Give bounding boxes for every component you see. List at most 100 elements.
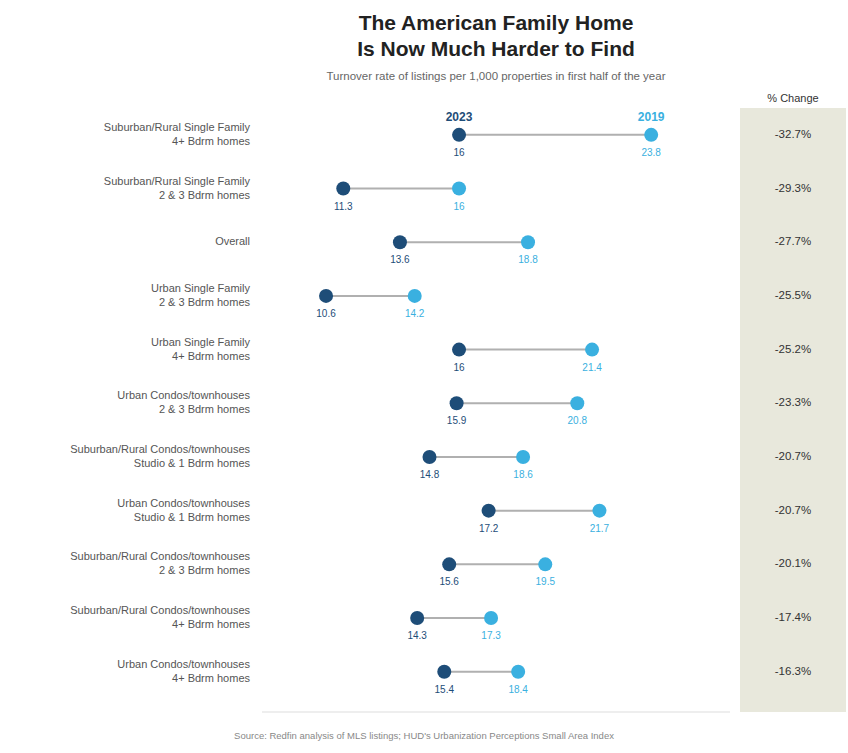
dot xyxy=(437,665,451,679)
data-label: 16 xyxy=(453,201,465,212)
dot xyxy=(442,557,456,571)
data-label: 14.2 xyxy=(405,308,425,319)
category-label: Suburban/Rural Single Family4+ Bdrm home… xyxy=(104,121,251,147)
subtitle: Turnover rate of listings per 1,000 prop… xyxy=(327,70,666,82)
title-line: Is Now Much Harder to Find xyxy=(357,37,635,60)
dot xyxy=(521,235,535,249)
text-line: Suburban/Rural Condos/townhouses xyxy=(70,443,250,455)
dot xyxy=(410,611,424,625)
chart: The American Family Home Is Now Much Hard… xyxy=(0,0,848,753)
dot xyxy=(482,504,496,518)
connector xyxy=(429,456,523,458)
text-line: Suburban/Rural Condos/townhouses xyxy=(70,604,250,616)
text-line: Suburban/Rural Single Family xyxy=(104,121,251,133)
category-label: Suburban/Rural Condos/townhouses 2 & 3 Bd… xyxy=(70,550,250,576)
category-label: Urban Condos/townhouses Studio & 1 Bdrm h… xyxy=(117,497,250,523)
text-line: 4+ Bdrm homes xyxy=(172,618,250,630)
data-label: 18.6 xyxy=(513,469,533,480)
text-line: 2 & 3 Bdrm homes xyxy=(159,403,251,415)
data-label: 23.8 xyxy=(641,147,661,158)
connector xyxy=(489,510,600,512)
text-line: Studio & 1 Bdrm homes xyxy=(134,511,251,523)
dot xyxy=(538,557,552,571)
marks xyxy=(319,128,658,679)
dot xyxy=(511,665,525,679)
connector xyxy=(326,295,415,297)
data-label: 15.9 xyxy=(447,415,467,426)
text-line: Suburban/Rural Condos/townhouses xyxy=(70,550,250,562)
text-line: 2 & 3 Bdrm homes xyxy=(159,296,251,308)
text-line: Urban Condos/townhouses xyxy=(117,497,250,509)
data-label: 14.8 xyxy=(420,469,440,480)
data-label: 16 xyxy=(453,147,465,158)
change-label: -20.7% xyxy=(775,504,811,516)
dot xyxy=(393,235,407,249)
data-label: 20.8 xyxy=(568,415,588,426)
dot xyxy=(570,396,584,410)
data-label: 19.5 xyxy=(536,576,556,587)
title: The American Family Home Is Now Much Hard… xyxy=(357,11,635,60)
category-label: Urban Single Family 2 & 3 Bdrm homes xyxy=(151,282,251,308)
change-label: -29.3% xyxy=(775,182,811,194)
change-label: -25.2% xyxy=(775,343,811,355)
dot xyxy=(592,504,606,518)
text-line: Urban Condos/townhouses xyxy=(117,658,250,670)
dot xyxy=(484,611,498,625)
data-label: 17.3 xyxy=(481,630,501,641)
change-label: -27.7% xyxy=(775,235,811,247)
connector xyxy=(457,402,578,404)
data-label: 10.6 xyxy=(316,308,336,319)
connector xyxy=(343,188,459,190)
data-label: 15.4 xyxy=(435,684,455,695)
connector xyxy=(449,563,545,565)
text-line: 4+ Bdrm homes xyxy=(172,350,250,362)
connector xyxy=(444,671,518,673)
text-line: Suburban/Rural Single Family xyxy=(104,174,251,186)
x-axis-line xyxy=(262,712,730,713)
text-line: 4+ Bdrm homes xyxy=(172,672,250,684)
data-label: 18.4 xyxy=(508,684,528,695)
category-label: Overall xyxy=(215,235,250,247)
dot xyxy=(452,182,466,196)
connector xyxy=(459,349,592,351)
dot xyxy=(644,128,658,142)
dot xyxy=(516,450,530,464)
background xyxy=(0,0,848,753)
category-label: Suburban/Rural Single Family 2 & 3 Bdrm h… xyxy=(104,174,251,200)
change-label: -17.4% xyxy=(775,611,811,623)
change-label: -20.1% xyxy=(775,557,811,569)
category-label: Urban Condos/townhouses 4+ Bdrm homes xyxy=(117,658,250,684)
connector xyxy=(459,134,651,136)
category-label: Urban Single Family4+ Bdrm homes xyxy=(151,336,251,362)
change-label: -23.3% xyxy=(775,396,811,408)
text-line: 2 & 3 Bdrm homes xyxy=(159,564,251,576)
dot xyxy=(422,450,436,464)
data-label: 17.2 xyxy=(479,523,499,534)
dot xyxy=(336,182,350,196)
category-label: Suburban/Rural Condos/townhouses Studio &… xyxy=(70,443,250,469)
data-label: 15.6 xyxy=(439,576,459,587)
change-label: -20.7% xyxy=(775,450,811,462)
text-line: Studio & 1 Bdrm homes xyxy=(134,457,251,469)
change-label: -25.5% xyxy=(775,289,811,301)
text-line: Urban Single Family xyxy=(151,282,251,294)
category-label: Suburban/Rural Condos/townhouses 4+ Bdrm … xyxy=(70,604,250,630)
change-header: % Change xyxy=(767,92,818,104)
connector xyxy=(400,241,528,243)
data-label: 21.4 xyxy=(582,362,602,373)
dot xyxy=(450,396,464,410)
text-line: 2 & 3 Bdrm homes xyxy=(159,188,251,200)
connector xyxy=(417,617,491,619)
data-label: 11.3 xyxy=(334,201,353,212)
title-line: The American Family Home xyxy=(359,11,634,34)
dot xyxy=(319,289,333,303)
category-label: Urban Condos/townhouses 2 & 3 Bdrm homes xyxy=(117,389,250,415)
text-line: Overall xyxy=(215,235,250,247)
series-name: 2019 xyxy=(638,110,665,124)
labels: Suburban/Rural Single Family 4+ Bdrm home… xyxy=(70,110,811,695)
data-label: 16 xyxy=(453,362,465,373)
text-line: Urban Condos/townhouses xyxy=(117,389,250,401)
annotation: Source: Redfin analysis of MLS listings;… xyxy=(234,730,614,741)
change-panel xyxy=(740,108,846,712)
data-label: 18.8 xyxy=(518,254,538,265)
